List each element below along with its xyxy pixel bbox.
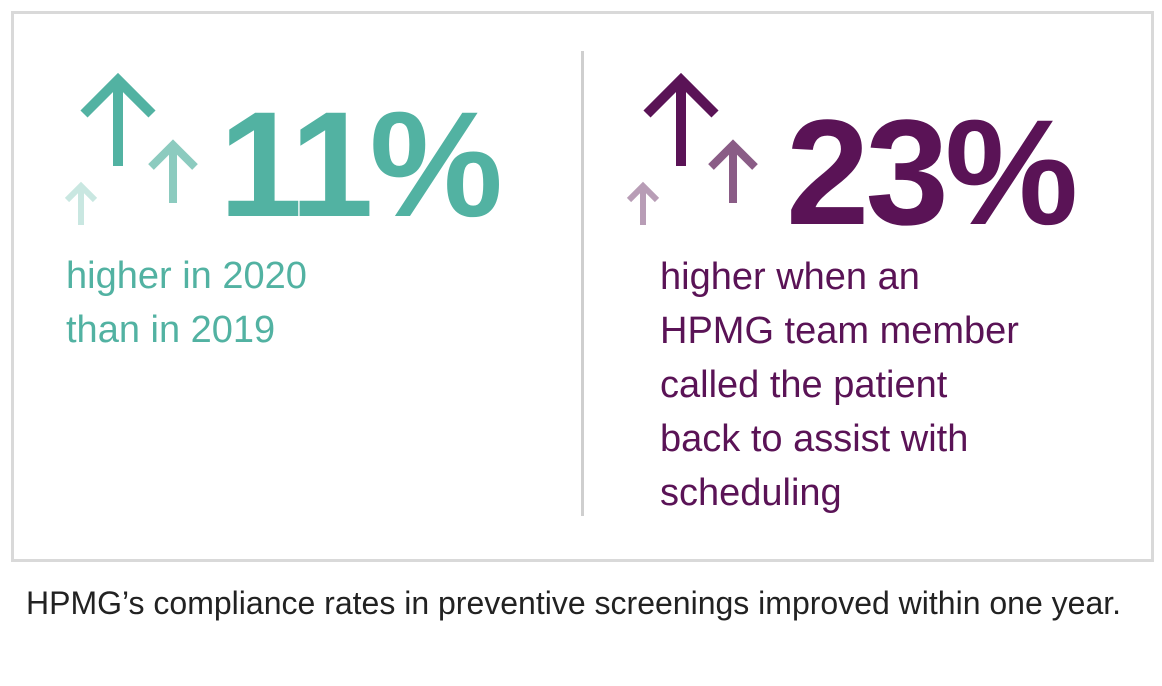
caption: HPMG’s compliance rates in preventive sc… [26, 585, 1122, 621]
right-stat-value: 23% [786, 88, 1078, 256]
left-stat-description: higher in 2020 than in 2019 [66, 255, 307, 351]
up-arrows-icon [626, 72, 758, 225]
divider [581, 51, 584, 516]
stats-card: 11% higher in 2020 than in 2019 23% high… [11, 11, 1154, 562]
right-stat-description: higher when an HPMG team member called t… [660, 256, 1019, 514]
left-stat-value: 11% [219, 80, 503, 248]
up-arrows-icon [64, 72, 198, 225]
